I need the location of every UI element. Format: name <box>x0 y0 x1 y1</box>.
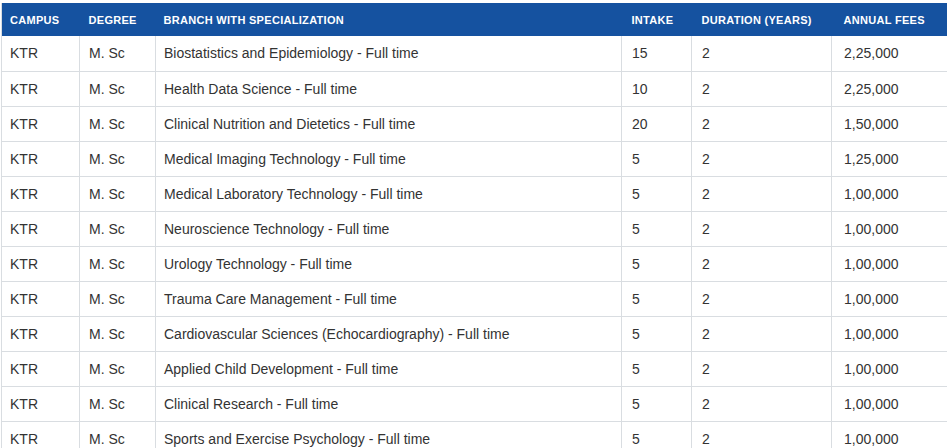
cell-fees: 1,00,000 <box>832 246 947 281</box>
table-row: KTR M. Sc Urology Technology - Full time… <box>2 246 947 281</box>
cell-fees: 2,25,000 <box>832 36 947 71</box>
cell-intake: 5 <box>622 281 692 316</box>
cell-campus: KTR <box>2 281 80 316</box>
table-header-row: CAMPUS DEGREE BRANCH WITH SPECIALIZATION… <box>2 3 947 36</box>
cell-branch: Urology Technology - Full time <box>156 246 622 281</box>
cell-intake: 5 <box>622 386 692 421</box>
cell-intake: 5 <box>622 351 692 386</box>
column-header-degree: DEGREE <box>80 3 156 36</box>
cell-campus: KTR <box>2 211 80 246</box>
cell-fees: 1,00,000 <box>832 211 947 246</box>
cell-fees: 1,00,000 <box>832 176 947 211</box>
cell-fees: 1,00,000 <box>832 421 947 448</box>
fees-table-wrapper: CAMPUS DEGREE BRANCH WITH SPECIALIZATION… <box>0 0 947 448</box>
table-row: KTR M. Sc Medical Imaging Technology - F… <box>2 141 947 176</box>
course-fees-table: CAMPUS DEGREE BRANCH WITH SPECIALIZATION… <box>1 3 947 448</box>
cell-branch: Medical Laboratory Technology - Full tim… <box>156 176 622 211</box>
cell-duration: 2 <box>692 71 832 106</box>
cell-duration: 2 <box>692 316 832 351</box>
cell-degree: M. Sc <box>80 246 156 281</box>
cell-fees: 1,25,000 <box>832 141 947 176</box>
cell-duration: 2 <box>692 141 832 176</box>
table-row: KTR M. Sc Medical Laboratory Technology … <box>2 176 947 211</box>
cell-intake: 5 <box>622 246 692 281</box>
cell-fees: 1,00,000 <box>832 281 947 316</box>
table-row: KTR M. Sc Clinical Research - Full time … <box>2 386 947 421</box>
cell-campus: KTR <box>2 71 80 106</box>
cell-duration: 2 <box>692 351 832 386</box>
cell-fees: 2,25,000 <box>832 71 947 106</box>
cell-branch: Applied Child Development - Full time <box>156 351 622 386</box>
cell-duration: 2 <box>692 281 832 316</box>
table-body: KTR M. Sc Biostatistics and Epidemiology… <box>2 36 947 448</box>
cell-intake: 5 <box>622 316 692 351</box>
cell-campus: KTR <box>2 176 80 211</box>
cell-duration: 2 <box>692 176 832 211</box>
cell-branch: Medical Imaging Technology - Full time <box>156 141 622 176</box>
cell-degree: M. Sc <box>80 106 156 141</box>
cell-intake: 15 <box>622 36 692 71</box>
cell-branch: Biostatistics and Epidemiology - Full ti… <box>156 36 622 71</box>
cell-fees: 1,00,000 <box>832 316 947 351</box>
cell-degree: M. Sc <box>80 386 156 421</box>
table-header: CAMPUS DEGREE BRANCH WITH SPECIALIZATION… <box>2 3 947 36</box>
cell-branch: Health Data Science - Full time <box>156 71 622 106</box>
cell-degree: M. Sc <box>80 36 156 71</box>
cell-degree: M. Sc <box>80 71 156 106</box>
cell-degree: M. Sc <box>80 211 156 246</box>
table-row: KTR M. Sc Applied Child Development - Fu… <box>2 351 947 386</box>
cell-campus: KTR <box>2 141 80 176</box>
table-row: KTR M. Sc Biostatistics and Epidemiology… <box>2 36 947 71</box>
cell-campus: KTR <box>2 36 80 71</box>
cell-fees: 1,50,000 <box>832 106 947 141</box>
column-header-branch: BRANCH WITH SPECIALIZATION <box>156 3 622 36</box>
cell-degree: M. Sc <box>80 421 156 448</box>
cell-intake: 5 <box>622 141 692 176</box>
table-row: KTR M. Sc Trauma Care Management - Full … <box>2 281 947 316</box>
cell-fees: 1,00,000 <box>832 351 947 386</box>
cell-duration: 2 <box>692 211 832 246</box>
cell-branch: Neuroscience Technology - Full time <box>156 211 622 246</box>
cell-degree: M. Sc <box>80 316 156 351</box>
cell-intake: 5 <box>622 176 692 211</box>
table-row: KTR M. Sc Sports and Exercise Psychology… <box>2 421 947 448</box>
cell-duration: 2 <box>692 106 832 141</box>
cell-degree: M. Sc <box>80 176 156 211</box>
cell-duration: 2 <box>692 386 832 421</box>
cell-campus: KTR <box>2 316 80 351</box>
table-row: KTR M. Sc Neuroscience Technology - Full… <box>2 211 947 246</box>
cell-degree: M. Sc <box>80 141 156 176</box>
column-header-duration: DURATION (YEARS) <box>692 3 832 36</box>
cell-branch: Trauma Care Management - Full time <box>156 281 622 316</box>
table-row: KTR M. Sc Clinical Nutrition and Dieteti… <box>2 106 947 141</box>
cell-campus: KTR <box>2 351 80 386</box>
cell-duration: 2 <box>692 246 832 281</box>
cell-campus: KTR <box>2 106 80 141</box>
cell-campus: KTR <box>2 421 80 448</box>
cell-duration: 2 <box>692 421 832 448</box>
cell-degree: M. Sc <box>80 281 156 316</box>
cell-branch: Cardiovascular Sciences (Echocardiograph… <box>156 316 622 351</box>
cell-duration: 2 <box>692 36 832 71</box>
column-header-intake: INTAKE <box>622 3 692 36</box>
column-header-campus: CAMPUS <box>2 3 80 36</box>
column-header-fees: ANNUAL FEES <box>832 3 947 36</box>
cell-campus: KTR <box>2 246 80 281</box>
cell-intake: 20 <box>622 106 692 141</box>
cell-fees: 1,00,000 <box>832 386 947 421</box>
cell-branch: Clinical Nutrition and Dietetics - Full … <box>156 106 622 141</box>
cell-campus: KTR <box>2 386 80 421</box>
cell-intake: 10 <box>622 71 692 106</box>
cell-branch: Sports and Exercise Psychology - Full ti… <box>156 421 622 448</box>
cell-intake: 5 <box>622 421 692 448</box>
cell-branch: Clinical Research - Full time <box>156 386 622 421</box>
cell-degree: M. Sc <box>80 351 156 386</box>
cell-intake: 5 <box>622 211 692 246</box>
table-row: KTR M. Sc Cardiovascular Sciences (Echoc… <box>2 316 947 351</box>
table-row: KTR M. Sc Health Data Science - Full tim… <box>2 71 947 106</box>
